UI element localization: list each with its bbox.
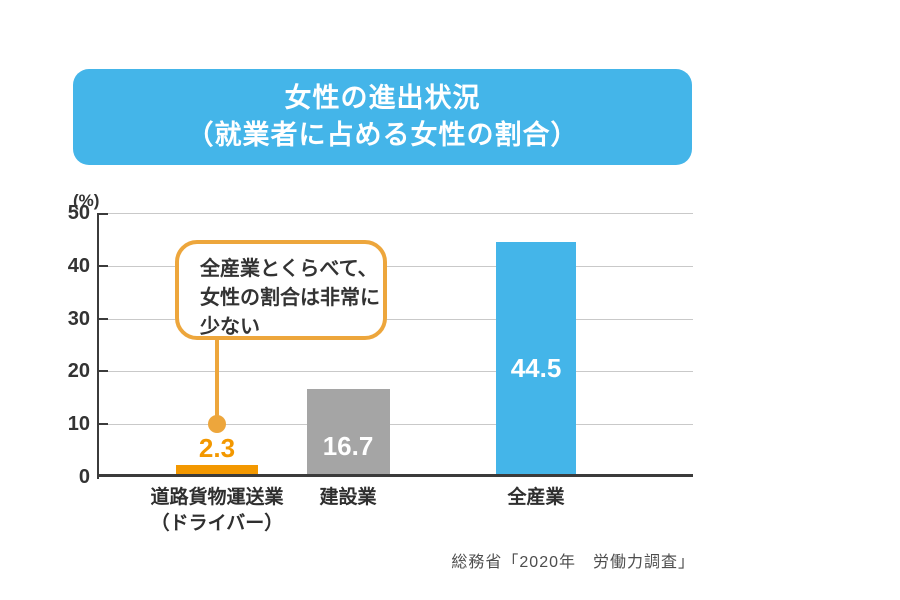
- tick-mark-10: [97, 423, 108, 425]
- y-axis-tick-labels: 50 40 30 20 10 0: [38, 202, 90, 488]
- gridline-50: [97, 213, 693, 214]
- annotation-line-1: 全産業とくらべて、: [200, 258, 378, 280]
- bar-all-industries: [496, 242, 576, 477]
- bar-construction: [307, 389, 390, 477]
- category-label-road-freight-line2: （ドライバー）: [150, 513, 284, 534]
- annotation-line-3: 少ない: [200, 316, 260, 338]
- y-tick-50: 50: [67, 202, 90, 224]
- tick-mark-20: [97, 370, 108, 372]
- value-label-construction: 16.7: [322, 431, 374, 461]
- gridline-20: [97, 371, 693, 372]
- value-label-road-freight: 2.3: [198, 433, 236, 463]
- value-label-all-industries: 44.5: [510, 353, 562, 383]
- category-label-road-freight-line1: 道路貨物運送業: [150, 487, 284, 508]
- tick-mark-40: [97, 265, 108, 267]
- tick-mark-30: [97, 318, 108, 320]
- source-citation: 総務省「2020年 労働力調査」: [451, 554, 695, 571]
- y-tick-30: 30: [67, 308, 90, 330]
- y-tick-40: 40: [67, 255, 90, 277]
- annotation-pointer-line: [215, 339, 219, 417]
- x-axis-line: [97, 474, 693, 477]
- y-tick-10: 10: [67, 413, 90, 435]
- title-line-2: （就業者に占める女性の割合）: [186, 120, 579, 150]
- y-axis-unit-label: (%): [73, 191, 100, 210]
- annotation-callout: 全産業とくらべて、 女性の割合は非常に 少ない: [175, 240, 387, 340]
- title-line-1: 女性の進出状況: [284, 83, 481, 113]
- y-tick-0: 0: [78, 466, 90, 488]
- y-tick-20: 20: [67, 360, 90, 382]
- annotation-line-2: 女性の割合は非常に: [200, 287, 380, 309]
- tick-mark-50: [97, 213, 108, 215]
- gridline-10: [97, 424, 693, 425]
- chart-title-banner: 女性の進出状況 （就業者に占める女性の割合）: [73, 69, 692, 165]
- annotation-pointer-dot: [208, 415, 226, 433]
- gridline-30: [97, 319, 693, 320]
- plot-area: 2.3 16.7 44.5: [97, 213, 693, 479]
- category-label-road-freight: 道路貨物運送業 （ドライバー）: [150, 485, 283, 537]
- y-axis-line: [97, 213, 99, 479]
- gridline-40: [97, 266, 693, 267]
- category-label-all-industries: 全産業: [507, 487, 565, 508]
- category-label-construction: 建設業: [319, 487, 377, 508]
